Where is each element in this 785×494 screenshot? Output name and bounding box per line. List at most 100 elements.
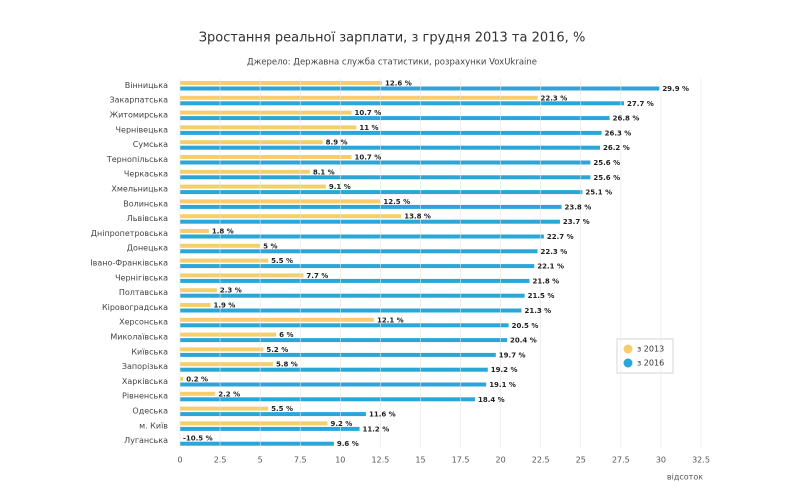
value-label: 25.6 % xyxy=(593,159,620,167)
x-tick-label: 27.5 xyxy=(612,456,630,465)
legend-label: з 2016 xyxy=(637,359,664,368)
bar xyxy=(180,234,544,239)
value-label: 19.2 % xyxy=(491,366,518,374)
value-label: 23.8 % xyxy=(565,203,592,211)
value-label: 10.7 % xyxy=(355,154,382,162)
bar xyxy=(180,81,382,85)
bar xyxy=(180,406,269,411)
value-label: 11 % xyxy=(359,124,378,132)
x-tick-label: 30 xyxy=(656,456,666,465)
category-label: Полтавська xyxy=(119,288,168,297)
category-label: Хмельницька xyxy=(111,185,168,194)
category-label: Волинська xyxy=(123,199,168,208)
bar xyxy=(180,86,660,91)
value-label: 5.8 % xyxy=(276,361,298,369)
bar xyxy=(180,303,211,307)
bar xyxy=(180,190,583,195)
value-label: 1.8 % xyxy=(212,228,234,236)
x-tick-label: 12.5 xyxy=(371,456,389,465)
value-label: 5.5 % xyxy=(271,257,293,265)
value-label: 2.3 % xyxy=(220,287,242,295)
value-label: 20.4 % xyxy=(510,337,537,345)
bar xyxy=(180,308,522,313)
value-label: 2.2 % xyxy=(218,390,240,398)
category-label: Житомирська xyxy=(109,111,168,120)
category-label: Рівненська xyxy=(122,392,168,401)
value-label: 27.7 % xyxy=(627,100,654,108)
x-tick-label: 10 xyxy=(335,456,345,465)
value-label: 21.8 % xyxy=(532,277,559,285)
x-tick-label: 7.5 xyxy=(294,456,307,465)
value-label: 12.5 % xyxy=(383,198,410,206)
chart-subtitle: Джерело: Державна служба статистики, роз… xyxy=(247,58,537,68)
value-label: 26.2 % xyxy=(603,144,630,152)
category-label: Одеська xyxy=(132,407,168,416)
bar xyxy=(180,184,326,189)
bar xyxy=(180,116,610,121)
value-label: 22.3 % xyxy=(540,94,567,102)
bar xyxy=(180,125,357,130)
x-tick-label: 15 xyxy=(415,456,425,465)
bar xyxy=(180,382,487,387)
value-label: 11.6 % xyxy=(369,411,396,419)
value-label: 13.8 % xyxy=(404,213,431,221)
bar xyxy=(180,130,602,135)
category-label: Запорізька xyxy=(122,362,168,371)
category-label: Чернігівська xyxy=(115,273,168,282)
category-label: Тернопільська xyxy=(106,155,168,164)
value-label: 5 % xyxy=(263,242,277,250)
x-tick-label: 0 xyxy=(177,456,182,465)
bar xyxy=(180,421,328,426)
legend-box xyxy=(616,338,674,374)
bar xyxy=(180,347,264,352)
value-label: 22.7 % xyxy=(547,233,574,241)
category-label: Дніпропетровська xyxy=(91,229,168,238)
value-label: 9.1 % xyxy=(329,183,351,191)
value-label: 12.1 % xyxy=(377,316,404,324)
value-label: 9.6 % xyxy=(337,440,359,448)
legend-label: з 2013 xyxy=(637,345,664,354)
value-label: 22.3 % xyxy=(540,248,567,256)
bar xyxy=(180,273,304,278)
value-label: 20.5 % xyxy=(512,322,539,330)
value-label: 5.2 % xyxy=(266,346,288,354)
category-label: Донецька xyxy=(127,244,168,253)
value-label: 5.5 % xyxy=(271,405,293,413)
category-label: Кіровоградська xyxy=(102,303,168,312)
bar xyxy=(180,338,508,343)
value-label: 0.2 % xyxy=(186,376,208,384)
value-label: 11.2 % xyxy=(363,425,390,433)
bar xyxy=(180,219,560,224)
bar xyxy=(180,426,360,431)
bar xyxy=(180,160,591,165)
x-tick-label: 32.5 xyxy=(692,456,710,465)
bar xyxy=(180,169,310,174)
bar xyxy=(180,293,525,298)
x-tick-label: 22.5 xyxy=(532,456,550,465)
bar xyxy=(180,229,209,233)
bar xyxy=(180,362,273,367)
x-tick-label: 17.5 xyxy=(452,456,470,465)
bar xyxy=(180,145,601,150)
bar xyxy=(180,377,184,381)
bar xyxy=(180,214,402,219)
value-label: 12.6 % xyxy=(385,80,412,88)
bar xyxy=(180,258,269,263)
value-label: 22.1 % xyxy=(537,263,564,271)
bar xyxy=(180,110,352,115)
value-label: 19.1 % xyxy=(489,381,516,389)
value-label: 9.2 % xyxy=(330,420,352,428)
chart-title: Зростання реальної зарплати, з грудня 20… xyxy=(199,31,586,46)
value-label: 18.4 % xyxy=(478,396,505,404)
category-label: Херсонська xyxy=(119,318,168,327)
value-label: 1.9 % xyxy=(213,302,235,310)
bar xyxy=(180,264,535,269)
value-label: 21.3 % xyxy=(524,307,551,315)
bar xyxy=(180,155,352,159)
bar xyxy=(180,278,530,283)
legend-swatch xyxy=(623,344,633,354)
bar xyxy=(180,101,625,106)
value-label: 10.7 % xyxy=(355,109,382,117)
bar xyxy=(180,199,381,204)
